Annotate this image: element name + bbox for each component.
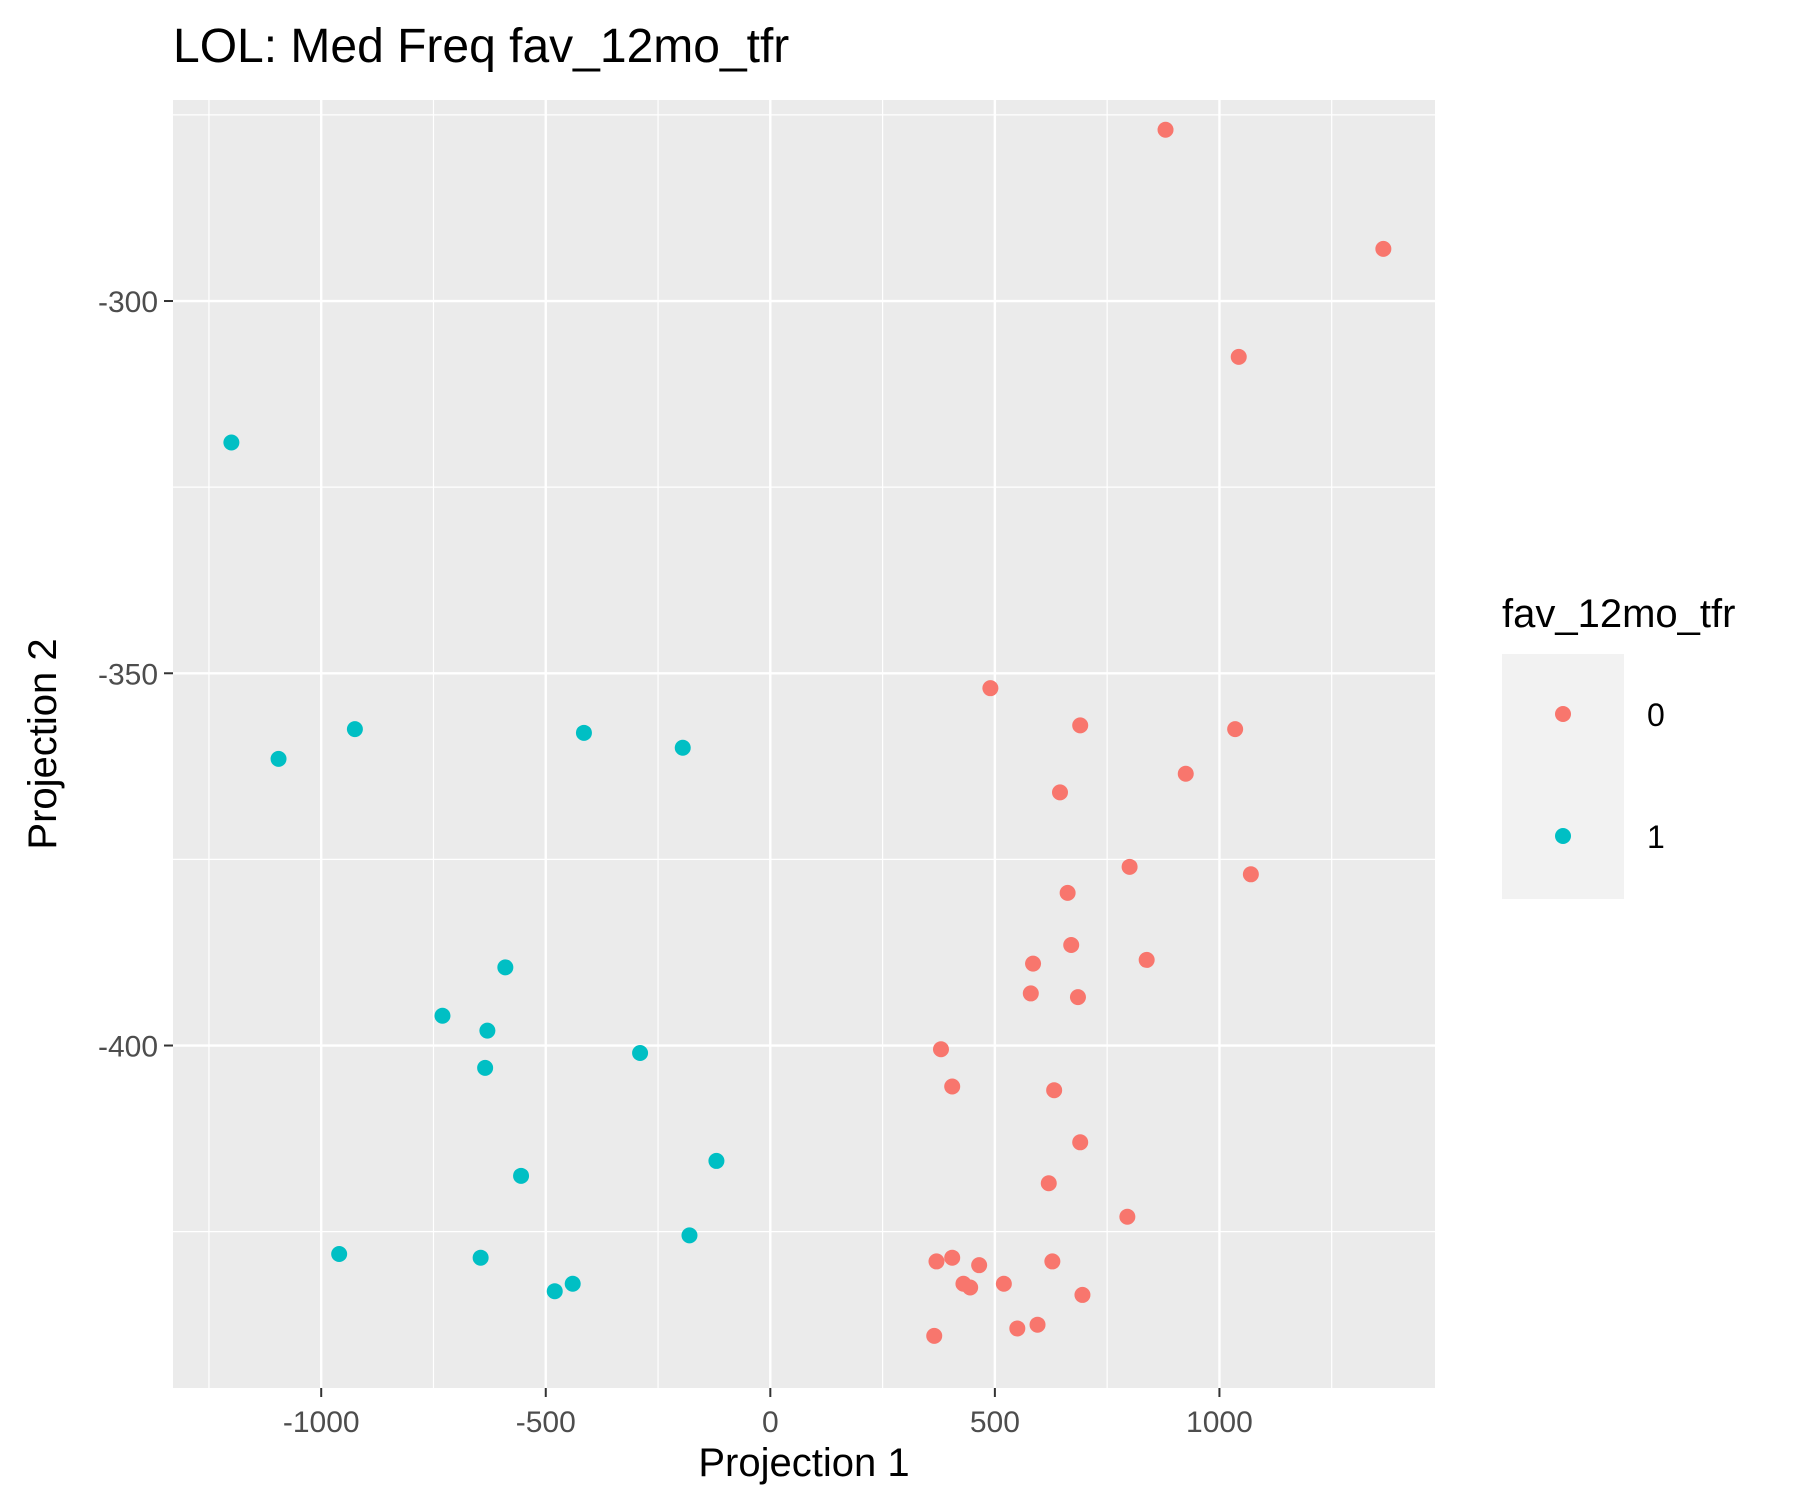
y-axis-tick-labels: -300 -350 -400 <box>98 286 158 1064</box>
data-point-series-0 <box>1044 1253 1061 1270</box>
data-point-series-1 <box>472 1249 489 1266</box>
data-points <box>223 121 1392 1344</box>
data-point-series-0 <box>1074 1286 1091 1303</box>
data-point-series-0 <box>1121 858 1138 875</box>
data-point-series-1 <box>681 1227 698 1244</box>
data-point-series-0 <box>928 1253 945 1270</box>
data-point-series-0 <box>1242 866 1259 883</box>
data-point-series-0 <box>1063 937 1080 954</box>
data-point-series-0 <box>1022 985 1039 1002</box>
data-point-series-0 <box>1069 989 1086 1006</box>
data-point-series-1 <box>546 1283 563 1300</box>
data-point-series-1 <box>479 1022 496 1039</box>
data-point-series-1 <box>346 721 363 738</box>
data-point-series-0 <box>1046 1082 1063 1099</box>
data-point-series-0 <box>1072 717 1089 734</box>
data-point-series-1 <box>497 959 514 976</box>
data-point-series-0 <box>1009 1320 1026 1337</box>
data-point-series-0 <box>932 1041 949 1058</box>
x-tick-label: 0 <box>762 1406 779 1439</box>
x-tick-label: -1000 <box>283 1406 360 1439</box>
y-axis-title: Projection 2 <box>21 638 65 849</box>
data-point-series-0 <box>971 1257 988 1274</box>
legend-label-0: 0 <box>1647 697 1665 733</box>
x-axis-title: Projection 1 <box>698 1441 909 1485</box>
data-point-series-0 <box>1375 240 1392 257</box>
data-point-series-1 <box>564 1275 581 1292</box>
data-point-series-1 <box>632 1044 649 1061</box>
legend-key-background <box>1502 654 1624 899</box>
major-gridlines <box>173 100 1435 1388</box>
legend-label-1: 1 <box>1647 819 1665 855</box>
data-point-series-0 <box>1029 1316 1046 1333</box>
data-point-series-1 <box>674 739 691 756</box>
plot-panel <box>173 100 1435 1388</box>
y-tick-label: -350 <box>98 658 158 691</box>
data-point-series-0 <box>1051 784 1068 801</box>
data-point-series-0 <box>1230 348 1247 365</box>
legend-title: fav_12mo_tfr <box>1502 592 1735 636</box>
data-point-series-1 <box>477 1059 494 1076</box>
data-point-series-1 <box>223 434 240 451</box>
data-point-series-0 <box>995 1275 1012 1292</box>
data-point-series-0 <box>1227 721 1244 738</box>
x-tick-label: 500 <box>970 1406 1020 1439</box>
data-point-series-1 <box>708 1152 725 1169</box>
data-point-series-0 <box>944 1249 961 1266</box>
data-point-series-0 <box>1059 884 1076 901</box>
data-point-series-1 <box>270 750 287 767</box>
x-axis-tick-labels: -1000 -500 0 500 1000 <box>283 1406 1253 1439</box>
data-point-series-0 <box>1138 951 1155 968</box>
x-tick-label: 1000 <box>1186 1406 1253 1439</box>
y-tick-label: -300 <box>98 286 158 319</box>
legend-key-0 <box>1555 706 1571 722</box>
data-point-series-0 <box>1025 955 1042 972</box>
data-point-series-0 <box>1119 1208 1136 1225</box>
data-point-series-0 <box>1072 1134 1089 1151</box>
x-tick-label: -500 <box>516 1406 576 1439</box>
chart-title: LOL: Med Freq fav_12mo_tfr <box>173 20 789 73</box>
data-point-series-0 <box>962 1279 979 1296</box>
data-point-series-0 <box>1177 765 1194 782</box>
data-point-series-0 <box>1157 121 1174 138</box>
y-tick-label: -400 <box>98 1031 158 1064</box>
axis-ticks <box>164 300 1221 1397</box>
data-point-series-0 <box>982 680 999 697</box>
data-point-series-1 <box>575 724 592 741</box>
data-point-series-1 <box>513 1167 530 1184</box>
data-point-series-0 <box>1040 1175 1057 1192</box>
legend: fav_12mo_tfr 0 1 <box>1502 592 1735 899</box>
data-point-series-0 <box>926 1327 943 1344</box>
minor-gridlines <box>173 100 1435 1388</box>
data-point-series-0 <box>944 1078 961 1095</box>
data-point-series-1 <box>331 1245 348 1262</box>
data-point-series-1 <box>434 1007 451 1024</box>
legend-key-1 <box>1555 828 1571 844</box>
